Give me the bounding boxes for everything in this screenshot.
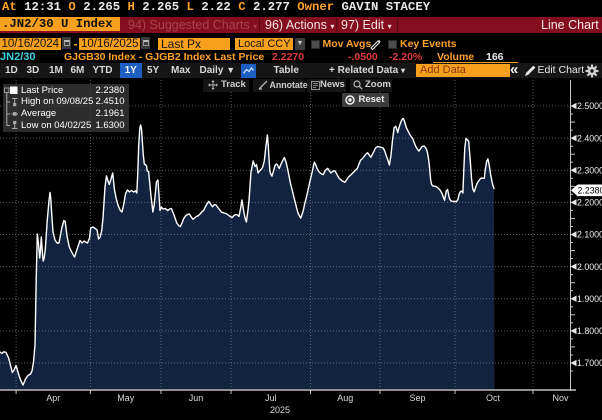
svg-text:May: May [117,393,135,403]
svg-text:2.2380: 2.2380 [578,186,602,196]
svg-text:2.0000: 2.0000 [577,262,602,272]
svg-text:Aug: Aug [337,393,353,403]
svg-text:2.5000: 2.5000 [577,101,602,111]
svg-text:2025: 2025 [270,405,290,415]
svg-text:1.7000: 1.7000 [577,358,602,368]
svg-text:1.9000: 1.9000 [577,294,602,304]
svg-text:Nov: Nov [552,393,569,403]
svg-text:Jul: Jul [265,393,277,403]
svg-text:Sep: Sep [409,393,425,403]
svg-text:2.4000: 2.4000 [577,133,602,143]
svg-text:2.2000: 2.2000 [577,198,602,208]
svg-text:Jun: Jun [189,393,204,403]
svg-text:1.8000: 1.8000 [577,326,602,336]
svg-text:Apr: Apr [46,393,60,403]
svg-text:2.1000: 2.1000 [577,230,602,240]
svg-text:Oct: Oct [486,393,501,403]
svg-text:2.3000: 2.3000 [577,165,602,175]
